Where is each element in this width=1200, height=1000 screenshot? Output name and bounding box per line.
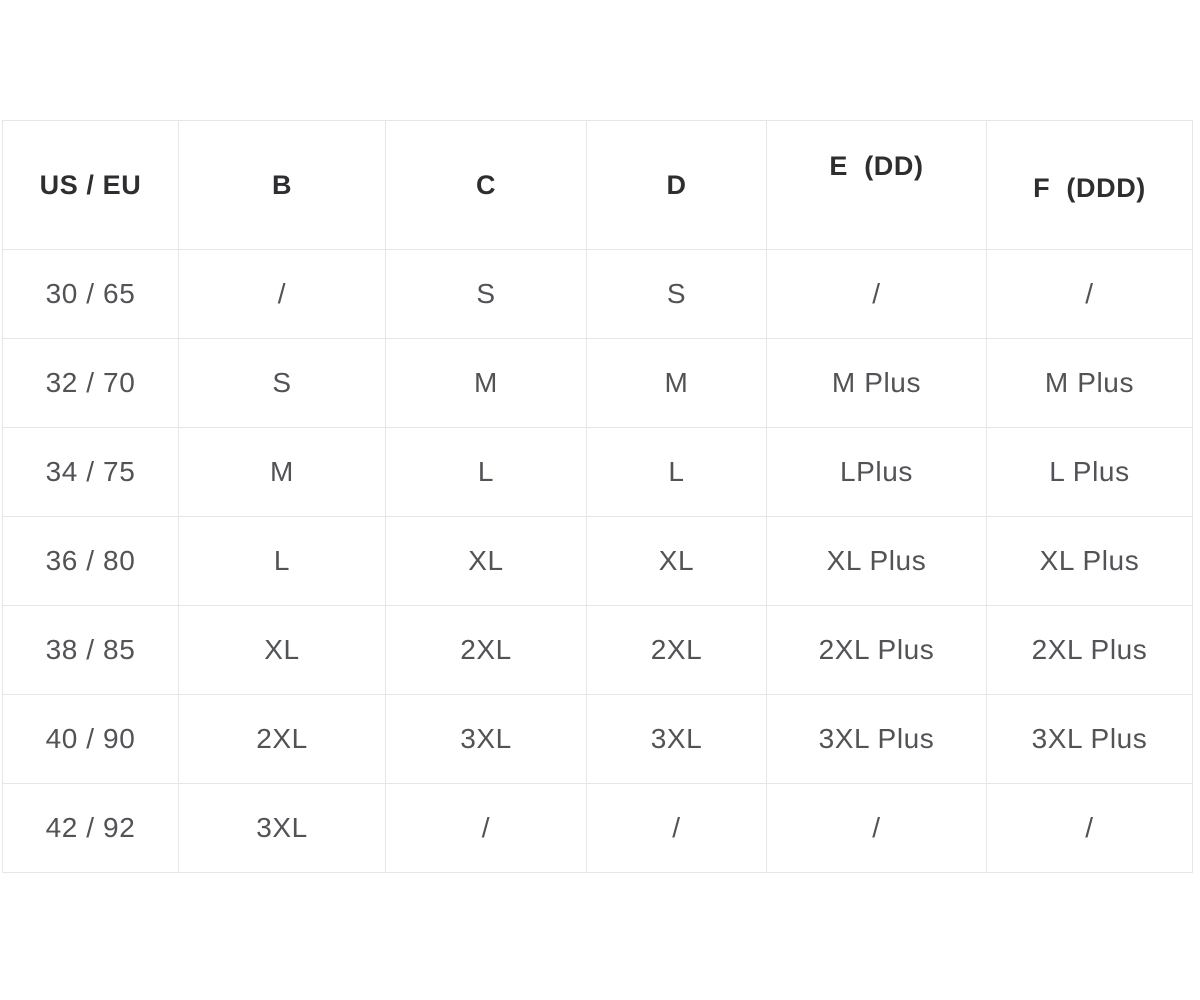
column-header-c: C bbox=[385, 120, 587, 250]
band-size-cell: 34 / 75 bbox=[2, 427, 179, 517]
column-header-d: D bbox=[586, 120, 767, 250]
column-header-label: US / EU bbox=[39, 169, 142, 200]
column-header-label: D bbox=[666, 169, 687, 200]
table-row: 36 / 80 L XL XL XL Plus XL Plus bbox=[2, 516, 1193, 606]
size-cell: XL Plus bbox=[766, 516, 987, 606]
table-row: 40 / 90 2XL 3XL 3XL 3XL Plus 3XL Plus bbox=[2, 694, 1193, 784]
column-header-label: F (DDD) bbox=[1033, 172, 1146, 203]
size-cell: 2XL bbox=[385, 605, 587, 695]
size-cell: L bbox=[586, 427, 767, 517]
size-cell: M Plus bbox=[986, 338, 1193, 428]
size-cell: / bbox=[986, 783, 1193, 873]
size-cell: M bbox=[178, 427, 386, 517]
size-cell: XL Plus bbox=[986, 516, 1193, 606]
size-cell: / bbox=[766, 783, 987, 873]
column-header-e-dd: E (DD) bbox=[766, 120, 987, 250]
size-cell: 2XL Plus bbox=[766, 605, 987, 695]
size-cell: / bbox=[178, 249, 386, 339]
table-row: 38 / 85 XL 2XL 2XL 2XL Plus 2XL Plus bbox=[2, 605, 1193, 695]
size-cell: S bbox=[586, 249, 767, 339]
size-cell: XL bbox=[178, 605, 386, 695]
size-cell: 3XL bbox=[385, 694, 587, 784]
size-cell: M bbox=[586, 338, 767, 428]
size-cell: M Plus bbox=[766, 338, 987, 428]
size-cell: S bbox=[178, 338, 386, 428]
size-cell: L bbox=[385, 427, 587, 517]
size-cell: 2XL Plus bbox=[986, 605, 1193, 695]
size-cell: XL bbox=[586, 516, 767, 606]
size-cell: LPlus bbox=[766, 427, 987, 517]
size-chart-table: US / EU B C D E (DD) F (DDD) 30 / 65 / S… bbox=[2, 120, 1193, 873]
size-chart: US / EU B C D E (DD) F (DDD) 30 / 65 / S… bbox=[2, 120, 1193, 873]
band-size-cell: 40 / 90 bbox=[2, 694, 179, 784]
size-cell: 3XL Plus bbox=[766, 694, 987, 784]
column-header-label: C bbox=[475, 169, 497, 200]
size-cell: L Plus bbox=[986, 427, 1193, 517]
size-cell: L bbox=[178, 516, 386, 606]
band-size-cell: 32 / 70 bbox=[2, 338, 179, 428]
table-row: 30 / 65 / S S / / bbox=[2, 249, 1193, 339]
size-cell: M bbox=[385, 338, 587, 428]
column-header-label: E (DD) bbox=[829, 150, 924, 181]
size-cell: 3XL bbox=[178, 783, 386, 873]
size-cell: XL bbox=[385, 516, 587, 606]
size-cell: / bbox=[385, 783, 587, 873]
band-size-cell: 36 / 80 bbox=[2, 516, 179, 606]
table-row: 42 / 92 3XL / / / / bbox=[2, 783, 1193, 873]
column-header-b: B bbox=[178, 120, 386, 250]
column-header-label: B bbox=[271, 169, 293, 200]
table-row: 32 / 70 S M M M Plus M Plus bbox=[2, 338, 1193, 428]
column-header-us-eu: US / EU bbox=[2, 120, 179, 250]
band-size-cell: 38 / 85 bbox=[2, 605, 179, 695]
size-cell: S bbox=[385, 249, 587, 339]
table-header-row: US / EU B C D E (DD) F (DDD) bbox=[2, 120, 1193, 250]
band-size-cell: 30 / 65 bbox=[2, 249, 179, 339]
column-header-f-ddd: F (DDD) bbox=[986, 120, 1193, 250]
size-cell: / bbox=[986, 249, 1193, 339]
size-cell: 3XL Plus bbox=[986, 694, 1193, 784]
size-cell: 2XL bbox=[178, 694, 386, 784]
size-cell: 3XL bbox=[586, 694, 767, 784]
table-row: 34 / 75 M L L LPlus L Plus bbox=[2, 427, 1193, 517]
size-cell: / bbox=[766, 249, 987, 339]
band-size-cell: 42 / 92 bbox=[2, 783, 179, 873]
size-cell: 2XL bbox=[586, 605, 767, 695]
size-cell: / bbox=[586, 783, 767, 873]
